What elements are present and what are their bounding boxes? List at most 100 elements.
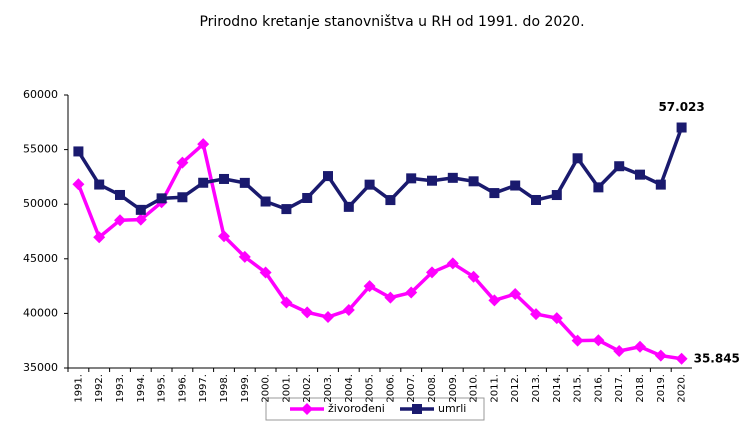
marker: [446, 257, 459, 270]
x-tick-label: 1992.: [94, 374, 105, 403]
x-tick-label: 2000.: [261, 374, 272, 403]
marker: [177, 192, 188, 203]
marker: [510, 180, 521, 191]
x-tick-label: 2018.: [635, 374, 646, 403]
x-tick-label: 2002.: [302, 374, 313, 403]
x-tick-label: 2001.: [281, 374, 292, 403]
marker: [676, 122, 687, 133]
marker: [531, 194, 541, 205]
marker: [134, 213, 147, 226]
marker: [406, 173, 417, 184]
marker: [447, 172, 458, 183]
marker: [114, 214, 126, 227]
marker: [219, 173, 229, 184]
x-tick-label: 2016.: [593, 374, 604, 403]
y-tick-label: 60000: [23, 88, 58, 101]
marker: [614, 161, 625, 172]
marker: [363, 280, 376, 293]
legend-box: [265, 397, 485, 421]
x-tick-label: 2011.: [489, 374, 500, 403]
marker: [281, 204, 292, 215]
marker: [176, 156, 189, 169]
x-tick-label: 2014.: [552, 374, 563, 403]
x-tick-label: 2008.: [427, 374, 438, 403]
marker: [238, 250, 251, 263]
marker: [489, 188, 500, 199]
x-tick-label: 2020.: [677, 374, 688, 403]
x-tick-label: 2004.: [344, 374, 355, 403]
marker: [72, 178, 85, 191]
marker: [115, 189, 125, 200]
data-label: 35.845: [694, 351, 740, 365]
marker: [572, 153, 583, 164]
marker: [239, 177, 250, 188]
marker: [260, 196, 271, 207]
x-tick-label: 1994.: [136, 374, 147, 403]
x-tick-label: 2019.: [656, 374, 667, 403]
x-tick-label: 1999.: [240, 374, 251, 403]
x-tick-label: 1991.: [73, 374, 84, 403]
marker: [550, 312, 563, 325]
x-tick-label: 2013.: [531, 374, 542, 403]
marker: [384, 291, 397, 304]
legend-marker: [412, 404, 422, 414]
marker: [654, 349, 667, 362]
marker: [302, 192, 313, 203]
chart-title: Prirodno kretanje stanovništva u RH od 1…: [199, 14, 584, 30]
marker: [488, 294, 501, 307]
series-line: [76, 126, 684, 212]
marker: [592, 334, 605, 347]
marker: [94, 179, 105, 190]
x-tick-label: 1997.: [198, 374, 209, 403]
marker: [427, 175, 437, 186]
x-tick-label: 1993.: [115, 374, 126, 403]
x-tick-label: 2003.: [323, 374, 334, 403]
marker: [198, 177, 209, 188]
marker: [468, 176, 479, 187]
marker: [259, 266, 272, 279]
legend-label: živorođeni: [328, 402, 385, 415]
marker: [426, 266, 438, 279]
marker: [635, 169, 645, 180]
x-tick-label: 1996.: [177, 374, 188, 403]
marker: [385, 195, 396, 206]
x-tick-label: 2005.: [365, 374, 376, 403]
marker: [135, 204, 146, 215]
marker: [509, 288, 522, 301]
marker: [93, 231, 106, 244]
x-tick-label: 2010.: [469, 374, 480, 403]
x-tick-label: 2009.: [448, 374, 459, 403]
y-tick-label: 40000: [23, 306, 58, 319]
x-tick-label: 2017.: [614, 374, 625, 403]
marker: [342, 304, 355, 317]
marker: [613, 345, 626, 358]
marker: [467, 270, 480, 283]
marker: [364, 179, 375, 190]
marker: [197, 138, 210, 151]
legend-marker: [301, 403, 313, 415]
x-tick-label: 1998.: [219, 374, 230, 403]
x-tick-label: 1995.: [157, 374, 168, 403]
marker: [405, 286, 418, 299]
marker: [593, 182, 604, 193]
marker: [156, 193, 167, 204]
marker: [655, 179, 666, 190]
y-tick-label: 45000: [23, 252, 58, 265]
marker: [323, 171, 333, 182]
y-tick-label: 50000: [23, 197, 58, 210]
marker: [530, 308, 542, 321]
data-label: 57.023: [658, 100, 704, 114]
legend-label: umrli: [438, 402, 466, 415]
x-tick-label: 2006.: [385, 374, 396, 403]
marker: [634, 340, 646, 353]
marker: [675, 352, 688, 365]
x-tick-label: 2007.: [406, 374, 417, 403]
y-tick-label: 55000: [23, 143, 58, 156]
marker: [301, 306, 314, 319]
y-tick-label: 35000: [23, 361, 58, 374]
marker: [73, 146, 84, 157]
x-tick-label: 2012.: [510, 374, 521, 403]
marker: [551, 190, 562, 201]
marker: [571, 334, 584, 347]
